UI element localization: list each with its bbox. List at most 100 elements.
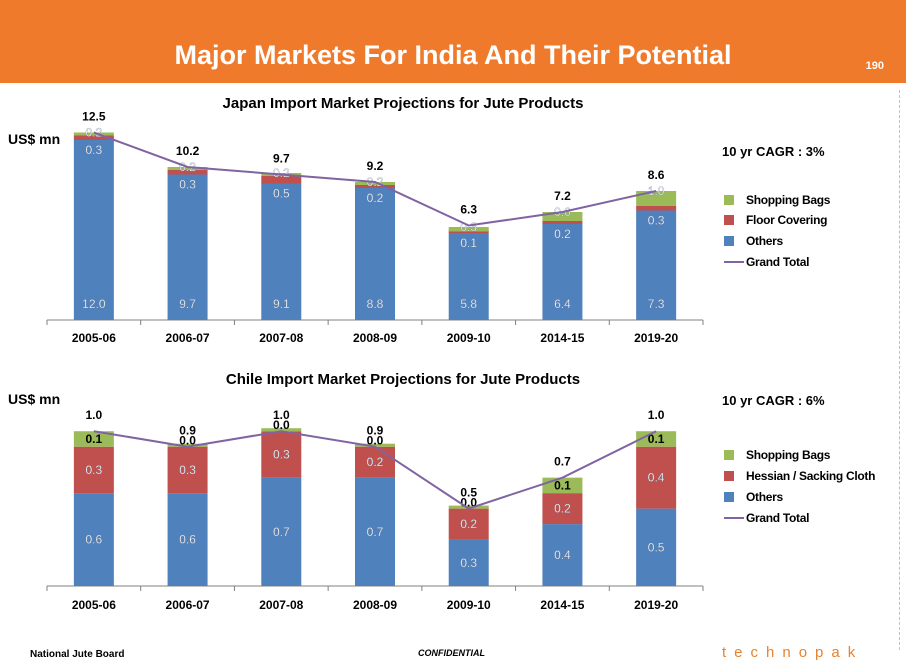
chart2-x-tick-label: 2006-07 — [166, 598, 210, 612]
chart2-label-bags: 0.1 — [86, 432, 103, 446]
chart1-bar-others — [261, 183, 302, 320]
chart1-label-others: 12.0 — [82, 297, 106, 311]
chart1-total-label: 6.3 — [460, 203, 477, 217]
chart1-label-middle: 0.2 — [554, 227, 571, 241]
chart1-legend-label: Others — [746, 234, 784, 248]
chart1-legend-label: Shopping Bags — [746, 193, 831, 207]
chart1-label-middle: 0.3 — [86, 143, 103, 157]
chart1-label-middle: 0.5 — [273, 187, 290, 201]
chart2-x-tick-label: 2014-15 — [540, 598, 584, 612]
chart1-label-middle: 0.1 — [460, 236, 477, 250]
chart1-label-others: 7.3 — [648, 297, 665, 311]
chart1-bar-bags — [73, 132, 114, 136]
chart2-label-bags: 0.1 — [648, 432, 665, 446]
chart1-x-tick-label: 2009-10 — [447, 331, 491, 345]
chart1-bar-others — [542, 224, 583, 320]
chart1-bar-others — [448, 233, 489, 320]
chart2-label-others: 0.5 — [648, 540, 665, 554]
chart1-label-others: 9.7 — [179, 297, 196, 311]
chart2-bar-bags — [261, 428, 302, 432]
chart2-bar-others — [448, 539, 489, 586]
chart2-bar-others — [355, 477, 395, 586]
chart1-total-label: 9.2 — [367, 159, 384, 173]
chart2-legend-label: Shopping Bags — [746, 448, 831, 462]
chart2-legend-label: Others — [746, 490, 784, 504]
chart1-bar-bags — [448, 227, 489, 232]
chart2-bar-others — [261, 477, 302, 586]
chart2-bar-middle — [261, 431, 302, 478]
chart1-label-others: 6.4 — [554, 297, 571, 311]
chart2-label-others: 0.7 — [367, 525, 384, 539]
chart2-title: Chile Import Market Projections for Jute… — [226, 371, 580, 388]
chart2-bar-bags — [167, 443, 208, 447]
chart1-total-label: 7.2 — [554, 189, 571, 203]
chart1-bar-bags — [636, 191, 677, 206]
chart1-line-grand-total — [93, 131, 657, 227]
chart1-label-others: 8.8 — [367, 297, 384, 311]
chart2-bar-bags — [355, 443, 395, 447]
chart2-legend-swatch — [724, 450, 734, 460]
chart1-legend-swatch — [724, 236, 734, 246]
chart1-bar-others — [167, 174, 208, 320]
chart2-bar-bags — [448, 505, 489, 509]
chart1-x-tick-label: 2008-09 — [353, 331, 397, 345]
chart2-bar-middle — [355, 446, 395, 478]
header-bar: Major Markets For India And Their Potent… — [0, 0, 906, 83]
chart1-total-label: 8.6 — [648, 168, 665, 182]
chart2-x-tick-label: 2008-09 — [353, 598, 397, 612]
chart2-bar-middle — [542, 493, 583, 525]
chart1-bar-bags — [355, 182, 395, 185]
chart2-bar-middle — [167, 446, 208, 494]
chart1-bar-middle — [261, 176, 302, 184]
chart2-label-bags: 0.1 — [554, 478, 571, 492]
chart2-label-middle: 0.2 — [460, 517, 477, 531]
chart2-label-others: 0.6 — [86, 533, 103, 547]
chart1-legend-label: Grand Total — [746, 255, 809, 269]
chart2-bar-others — [636, 508, 677, 586]
chart2-x-tick-label: 2007-08 — [259, 598, 303, 612]
chart2-bar-middle — [636, 446, 677, 509]
chart1-x-tick-label: 2007-08 — [259, 331, 303, 345]
chart2-x-tick-label: 2005-06 — [72, 598, 116, 612]
chart1-ylabel: US$ mn — [8, 131, 60, 147]
chart2-bar-others — [73, 493, 114, 586]
chart1-bar-bags — [542, 212, 583, 221]
chart1-total-label: 10.2 — [176, 144, 200, 158]
chart2-label-middle: 0.3 — [86, 463, 103, 477]
page-number: 190 — [865, 60, 884, 72]
chart1-bar-others — [73, 140, 114, 320]
chart2-legend-label: Hessian / Sacking Cloth — [746, 469, 875, 483]
chart2-x-tick-label: 2019-20 — [634, 598, 678, 612]
page-title: Major Markets For India And Their Potent… — [174, 40, 732, 70]
chart1-label-others: 5.8 — [460, 297, 477, 311]
chart2-label-others: 0.4 — [554, 548, 571, 562]
chart2-label-bags: 0.0 — [367, 434, 384, 448]
chart2-total-label: 0.5 — [460, 486, 477, 500]
chart2-legend-label: Grand Total — [746, 511, 809, 525]
chart1-bar-bags — [167, 167, 208, 170]
chart1-x-tick-label: 2019-20 — [634, 331, 678, 345]
chart1-x-tick-label: 2014-15 — [540, 331, 584, 345]
chart1-title: Japan Import Market Projections for Jute… — [223, 95, 584, 112]
chart1-bar-middle — [73, 135, 114, 140]
chart1-x-tick-label: 2006-07 — [166, 331, 210, 345]
chart2-label-others: 0.3 — [460, 556, 477, 570]
chart2-label-middle: 0.2 — [554, 502, 571, 516]
chart2-label-middle: 0.3 — [273, 447, 290, 461]
chart2-label-middle: 0.4 — [648, 471, 665, 485]
chart1-label-middle: 0.2 — [367, 191, 384, 205]
chart2-legend-swatch — [724, 492, 734, 502]
chart1-bar-middle — [167, 170, 208, 175]
chart1-legend-swatch — [724, 195, 734, 205]
chart1-label-others: 9.1 — [273, 297, 290, 311]
chart1-label-middle: 0.3 — [648, 214, 665, 228]
chart1-bar-middle — [636, 206, 677, 211]
chart2-line-grand-total — [93, 430, 657, 510]
footer-confidential: CONFIDENTIAL — [418, 648, 485, 658]
chart2-total-label: 0.9 — [179, 424, 196, 438]
right-dashed-border — [899, 90, 906, 650]
chart1-total-label: 12.5 — [82, 110, 106, 124]
chart1-bar-middle — [355, 185, 395, 188]
chart1-x-tick-label: 2005-06 — [72, 331, 116, 345]
